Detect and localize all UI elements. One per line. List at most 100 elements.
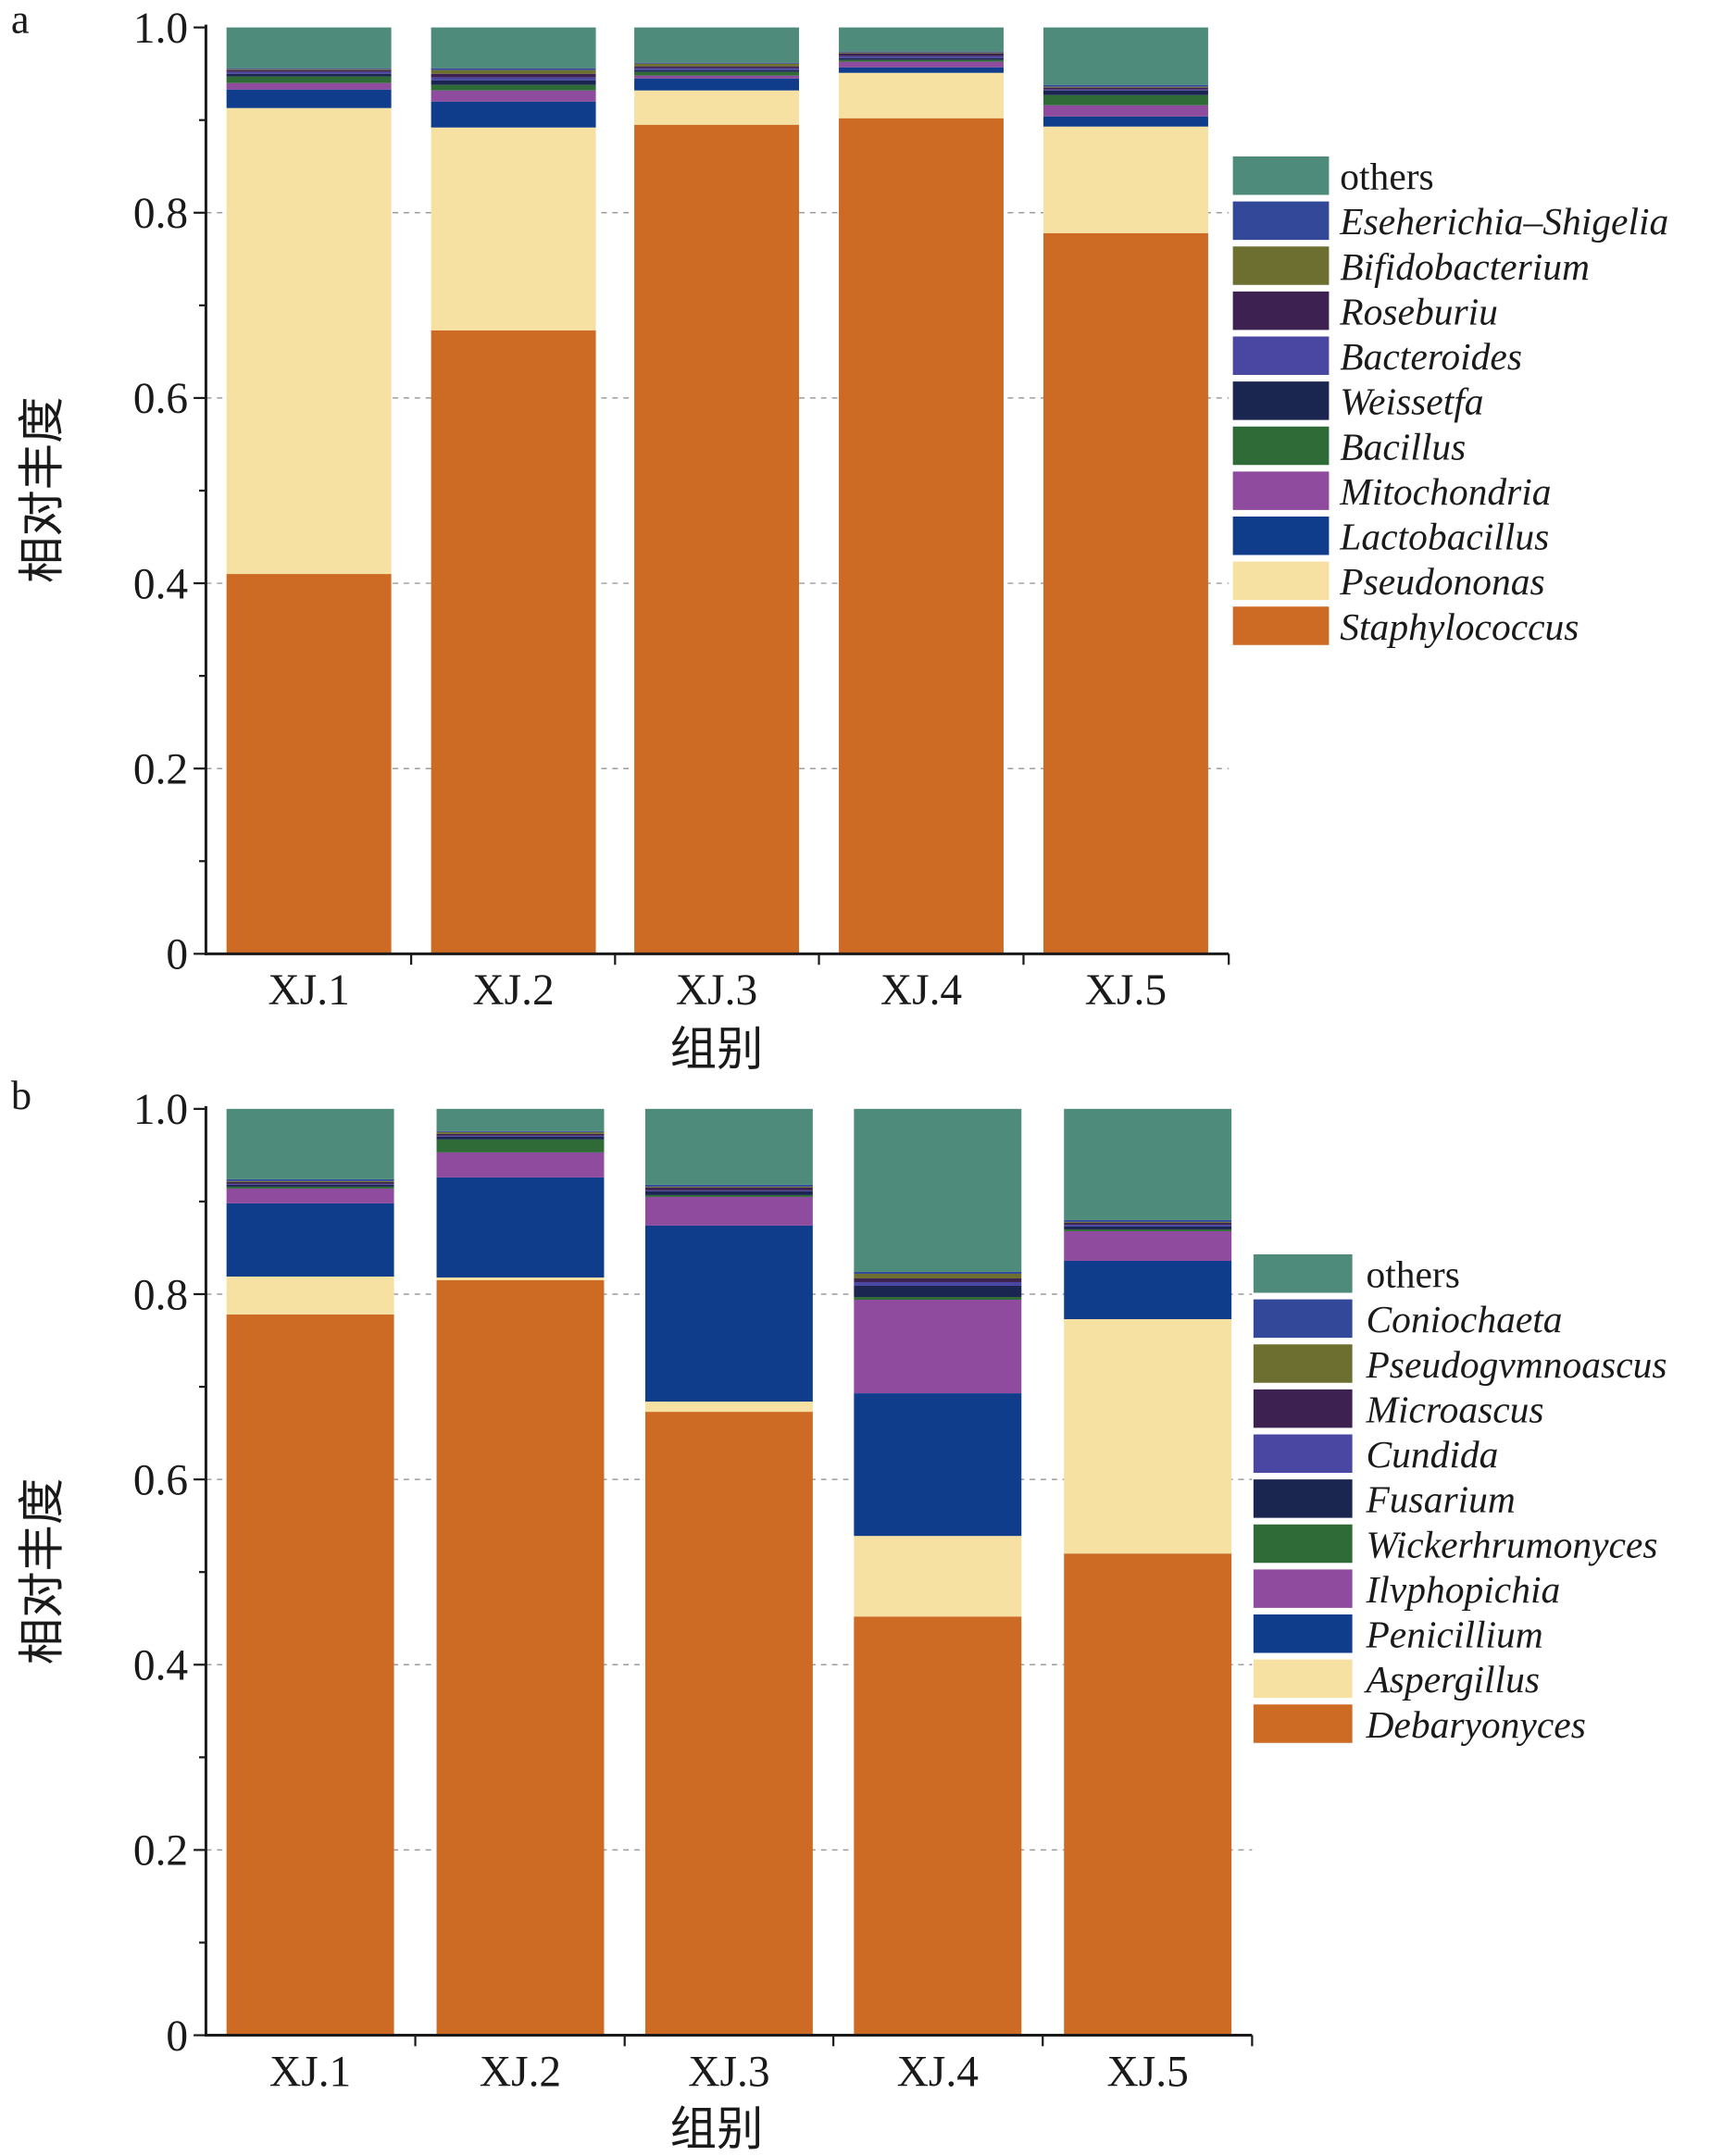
bar-segment-others-xj-2 [436,1108,605,1131]
bar-segment-others-xj-3 [634,27,800,63]
bar-segment-cundida-xj-3 [644,1190,813,1191]
bar-segment-debaryonyces-xj-2 [436,1279,605,2036]
bar-segment-penicillium-xj-2 [436,1177,605,1277]
legend-label-penicillium: Penicillium [1365,1614,1542,1656]
bar-segment-lactobacillus-xj-1 [226,89,392,108]
bar-segment-coniochaeta-xj-1 [226,1178,394,1181]
bar-stack-xj-4 [854,1108,1022,2036]
panel-label: a [11,0,30,43]
bar-segment-weissetfa-xj-3 [634,69,800,72]
bar-stack-xj-4 [839,27,1004,954]
legend-label-aspergillus: Aspergillus [1363,1658,1540,1701]
bar-stack-xj-5 [1064,1108,1232,2036]
bar-stack-xj-5 [1043,27,1208,954]
bar-segment-others-xj-4 [854,1108,1022,1272]
legend-swatch-others [1253,1254,1353,1293]
bar-segment-roseburiu-xj-2 [431,73,596,78]
bar-segment-pseudononas-xj-3 [634,90,800,125]
y-tick-label: 1.0 [133,1086,188,1134]
bar-segment-staphylococcus-xj-5 [1043,232,1208,954]
bar-segment-eseherichia-shigelia-xj-2 [431,68,596,70]
legend-swatch-others [1232,156,1330,195]
bar-segment-lactobacillus-xj-2 [431,101,596,128]
legend-label-pseudogvmnoascus: Pseudogvmnoascus [1365,1343,1667,1386]
bar-segment-others-xj-5 [1064,1108,1232,1220]
bar-segment-weissetfa-xj-2 [431,80,596,85]
panel-b: b 0 0.2 0.4 0.6 0.8 1.0 XJ.1 XJ.2 XJ.3 XJ.4 XJ.5 组别 相… [11,1072,1667,2155]
legend-label-ilvphopichia: Ilvphopichia [1365,1568,1560,1611]
bar-segment-bacteroides-xj-3 [634,68,800,70]
bar-segment-cundida-xj-4 [854,1281,1022,1286]
x-tick-label-xj-5: XJ.5 [1107,2048,1189,2096]
bar-segment-mitochondria-xj-5 [1043,105,1208,117]
bar-segment-mitochondria-xj-2 [431,90,596,102]
bar-segment-eseherichia-shigelia-xj-5 [1043,84,1208,87]
bar-segment-mitochondria-xj-3 [634,75,800,79]
legend-swatch-wickerhrumonyces [1253,1524,1353,1564]
legend-swatch-pseudogvmnoascus [1253,1344,1353,1383]
bar-segment-wickerhrumonyces-xj-5 [1064,1228,1232,1231]
y-tick-label: 0 [166,2013,188,2061]
bar-segment-bifidobacterium-xj-2 [431,69,596,74]
legend-swatch-coniochaeta [1253,1299,1353,1339]
legend-label-staphylococcus: Staphylococcus [1340,605,1579,648]
legend-swatch-cundida [1253,1434,1353,1474]
legend-swatch-weissetfa [1232,381,1330,420]
y-tick-label: 1.0 [133,5,188,53]
legend-label-fusarium: Fusarium [1365,1478,1515,1521]
bar-stack-xj-2 [436,1108,605,2036]
legend: othersEseherichia–ShigeliaBifidobacteriu… [1232,156,1668,648]
bar-stack-xj-2 [431,27,596,954]
bar-segment-pseudononas-xj-2 [431,127,596,330]
panel-a: a 0 0.2 0.4 0.6 0.8 1.0 XJ.1 XJ.2 XJ.3 XJ.4 XJ.5 组别 相… [11,0,1668,1075]
x-axis-title: 组别 [670,1023,764,1075]
x-axis-title: 组别 [670,2103,764,2155]
legend-label-lactobacillus: Lactobacillus [1339,516,1549,558]
y-tick-label: 0.8 [133,1271,188,1319]
y-tick-label: 0.6 [133,375,188,423]
x-tick-label-xj-2: XJ.2 [472,966,554,1015]
bar-segment-microascus-xj-2 [436,1133,605,1136]
bar-segment-ilvphopichia-xj-1 [226,1188,394,1203]
bar-segment-aspergillus-xj-2 [436,1277,605,1280]
legend-swatch-staphylococcus [1232,606,1330,645]
legend-swatch-lactobacillus [1232,517,1330,555]
bar-segment-others-xj-1 [226,1108,394,1179]
bar-segment-bifidobacterium-xj-3 [634,63,800,67]
bar-segment-pseudogvmnoascus-xj-1 [226,1180,394,1182]
bar-segment-others-xj-5 [1043,27,1208,85]
bar-segment-lactobacillus-xj-3 [634,78,800,91]
bar-segment-fusarium-xj-3 [644,1190,813,1195]
bar-segment-pseudononas-xj-5 [1043,126,1208,233]
bar-stack-xj-3 [634,27,800,954]
bar-segment-bacteroides-xj-2 [431,77,596,81]
legend-swatch-mitochondria [1232,471,1330,510]
legend-label-cundida: Cundida [1366,1433,1498,1476]
legend-label-roseburiu: Roseburiu [1339,290,1498,332]
bar-segment-ilvphopichia-xj-5 [1064,1230,1232,1261]
x-tick-label-xj-1: XJ.1 [269,2048,351,2096]
bar-segment-coniochaeta-xj-3 [644,1184,813,1187]
bar-segment-others-xj-4 [839,27,1004,52]
bar-segment-roseburiu-xj-1 [226,69,392,72]
bar-segment-fusarium-xj-5 [1064,1226,1232,1229]
legend-swatch-pseudononas [1232,561,1330,601]
y-tick-label: 0.4 [133,560,188,608]
legend-label-debaryonyces: Debaryonyces [1365,1703,1585,1746]
bar-segment-staphylococcus-xj-3 [634,124,800,954]
bar-segment-coniochaeta-xj-4 [854,1271,1022,1274]
bar-segment-bacillus-xj-1 [226,76,392,83]
bar-segment-weissetfa-xj-4 [839,57,1004,60]
bar-segment-aspergillus-xj-4 [854,1536,1022,1617]
bar-segment-mitochondria-xj-1 [226,82,392,90]
legend-label-weissetfa: Weissetfa [1340,380,1483,423]
x-tick-label-xj-4: XJ.4 [880,966,962,1015]
bar-segment-bacillus-xj-3 [634,71,800,76]
legend-swatch-bacillus [1232,426,1330,466]
bar-stack-xj-3 [644,1108,813,2036]
bar-segment-lactobacillus-xj-4 [839,67,1004,73]
bar-segment-bacteroides-xj-1 [226,71,392,74]
x-tick-label-xj-3: XJ.3 [676,966,757,1015]
legend-label-others: others [1340,156,1433,198]
